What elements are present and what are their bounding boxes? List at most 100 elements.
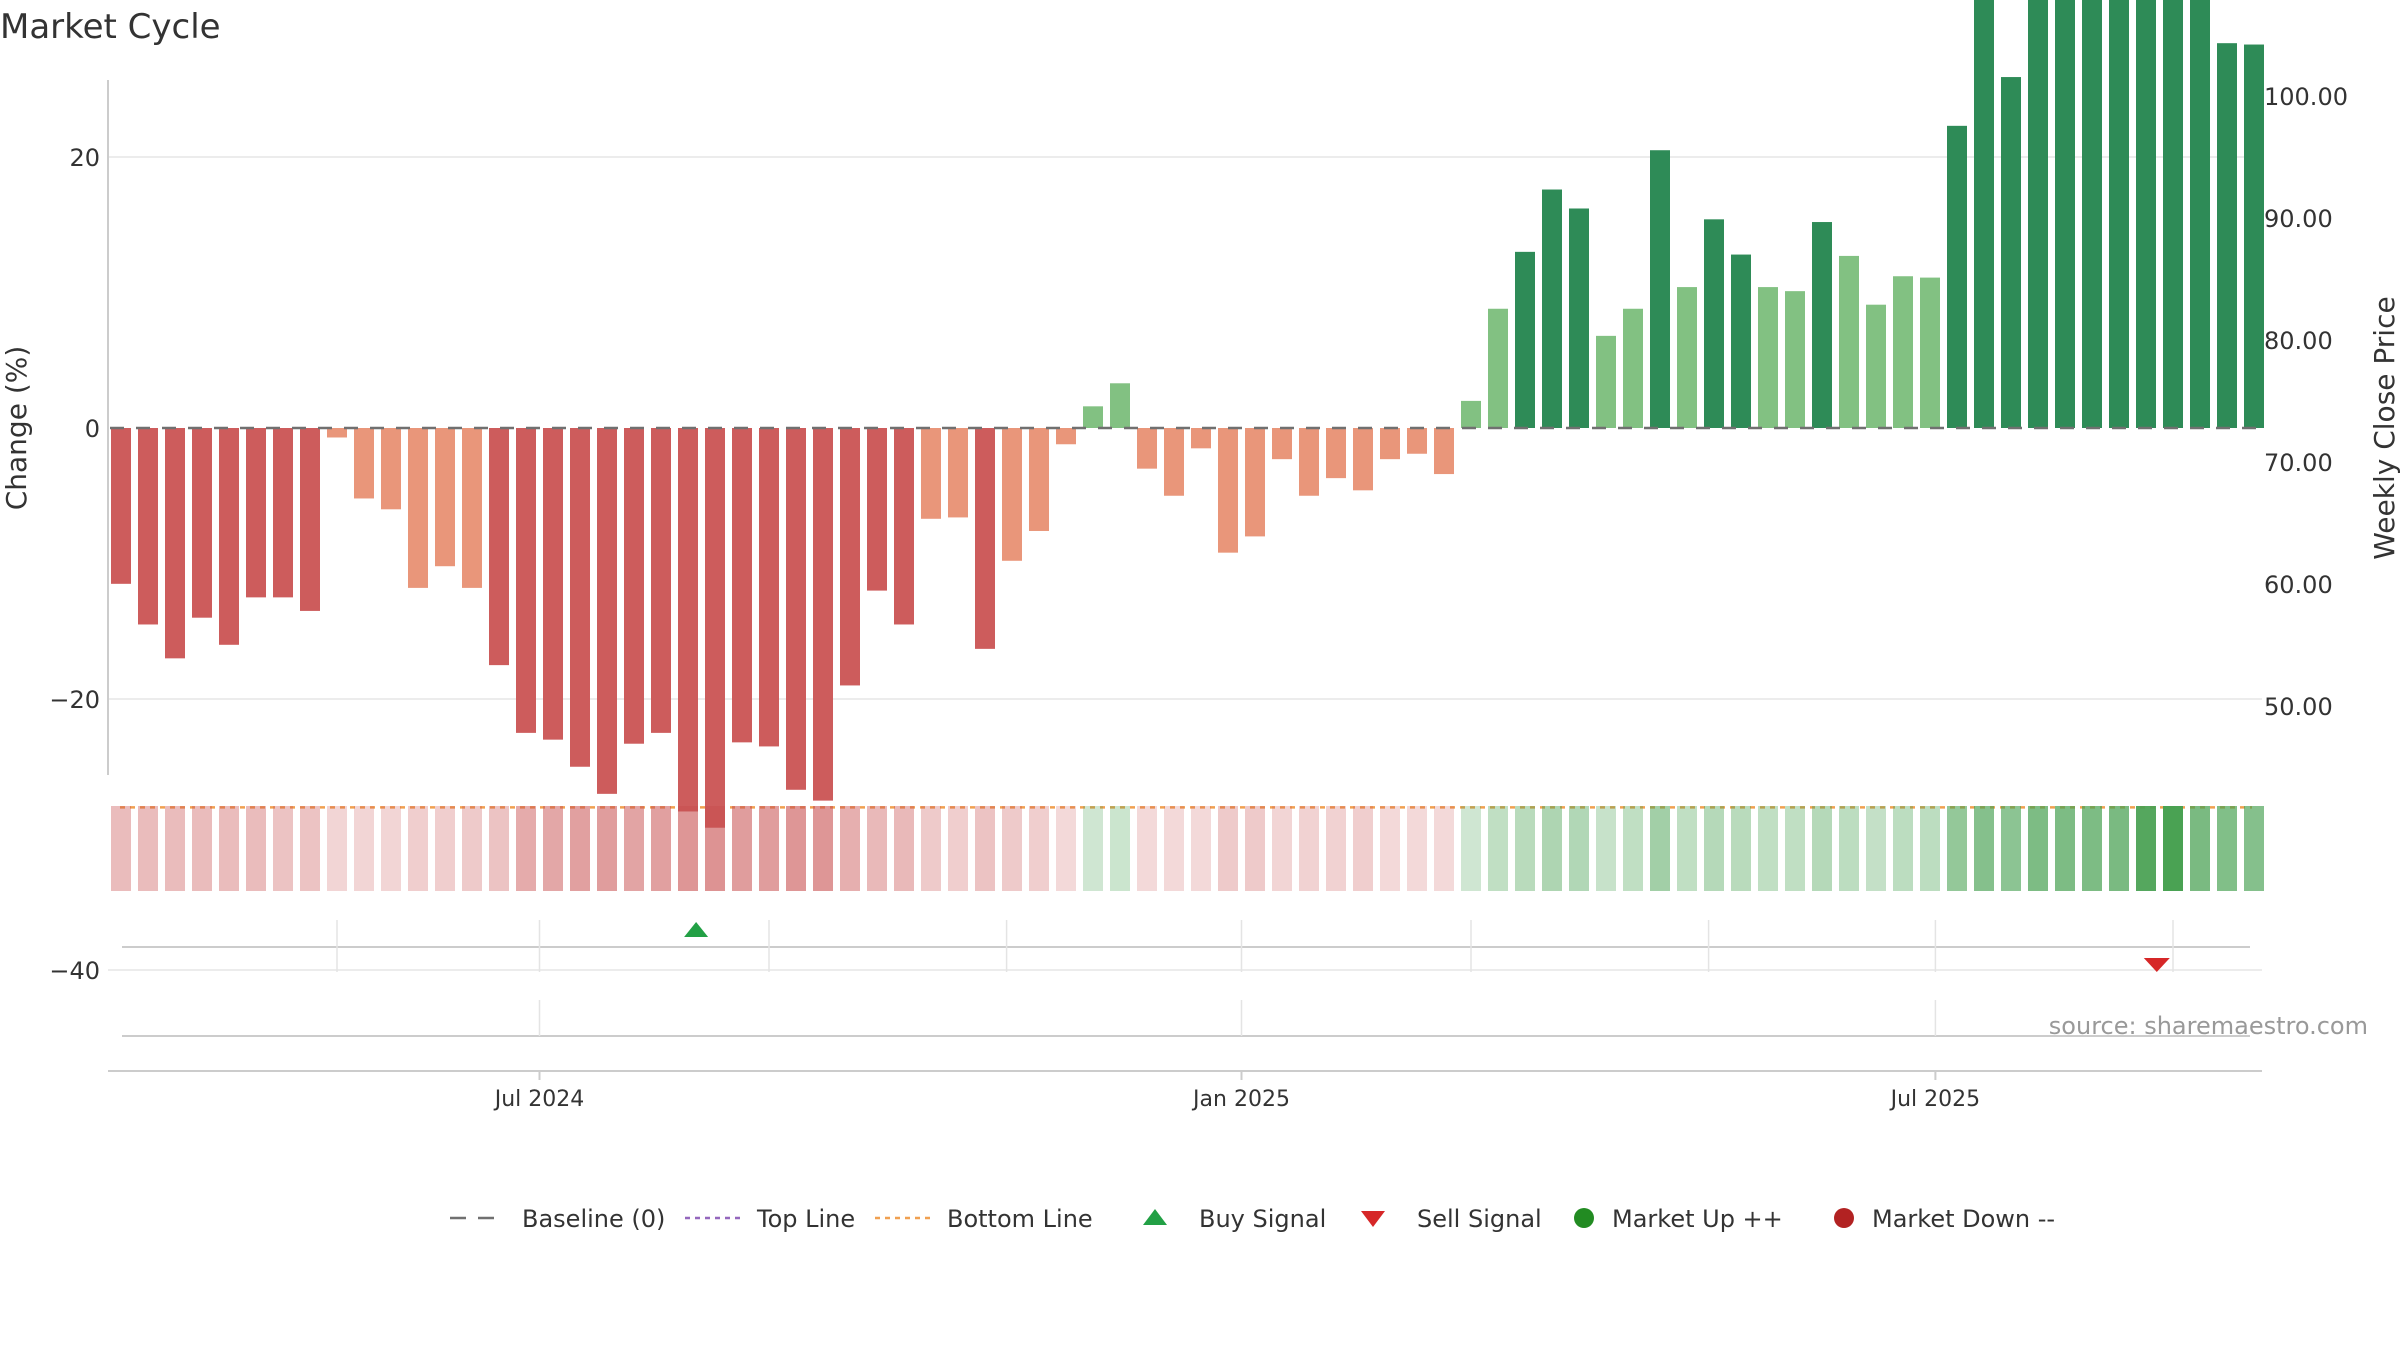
strength-cell [1029,806,1049,891]
strength-cell [1218,806,1238,891]
strength-cell [1191,806,1211,891]
legend-label: Market Down -- [1872,1205,2055,1233]
y2-tick-label: 80.00 [2264,327,2333,355]
bar [705,428,725,828]
bar [1893,276,1913,428]
bar [678,428,698,812]
bar [975,428,995,649]
strength-cell [1056,806,1076,891]
strength-cell [1569,806,1589,891]
strength-cell [354,806,374,891]
strength-cell [1758,806,1778,891]
strength-cell [1839,806,1859,891]
bar [1947,125,1967,429]
y-tick-label: 0 [85,415,100,443]
strength-cell [1002,806,1022,891]
strength-cell [813,806,833,891]
strength-cell [1326,806,1346,891]
strength-cell [1920,806,1940,891]
legend-label: Bottom Line [947,1205,1093,1233]
strength-cell [1785,806,1805,891]
bar [1056,428,1076,445]
y-tick-label: −40 [49,957,100,985]
strength-cell [1893,806,1913,891]
bar [1191,428,1211,449]
bar [489,428,509,666]
strength-cell [867,806,887,891]
legend-swatch-circle [1574,1208,1594,1228]
strength-cell [786,806,806,891]
legend-label: Market Up ++ [1612,1205,1783,1233]
strength-cell [570,806,590,891]
strength-cell [1434,806,1454,891]
bar [1110,383,1130,428]
bar [165,428,185,659]
bar [894,428,914,625]
strength-cell [192,806,212,891]
bar [2163,0,2183,428]
strength-cell [2001,806,2021,891]
bar [2001,77,2021,429]
y2-tick-label: 60.00 [2264,571,2333,599]
strength-cell [1704,806,1724,891]
x-tick-label: Jul 2024 [493,1087,585,1112]
chart-title: Market Cycle [0,7,221,47]
strength-cell [921,806,941,891]
strength-cell [1137,806,1157,891]
bar [1029,428,1049,531]
strength-cell [1299,806,1319,891]
bar [1326,428,1346,479]
strength-cell [1596,806,1616,891]
bar [2028,0,2048,429]
strength-cell [435,806,455,891]
bar [2136,0,2156,429]
strength-cell [1974,806,1994,891]
bar [651,428,671,733]
bar [759,428,779,747]
y2-tick-label: 100.00 [2264,83,2348,111]
bar [1245,428,1265,537]
strength-cell [2055,806,2075,891]
bar [1515,251,1535,428]
strength-cell [705,806,725,891]
bar [2244,44,2264,428]
strength-cell [651,806,671,891]
strength-cell [1164,806,1184,891]
bar [1677,287,1697,428]
legend-label: Baseline (0) [522,1205,665,1233]
legend-label: Sell Signal [1417,1205,1542,1233]
sell-signal-marker [2143,958,2170,972]
bar [1353,428,1373,491]
strength-cell [408,806,428,891]
source-text: source: sharemaestro.com [2049,1012,2368,1040]
bar [1758,287,1778,428]
bar [1542,189,1562,428]
bar [327,428,347,438]
strength-cell [2190,806,2210,891]
bar [1839,255,1859,428]
bar [2055,0,2075,428]
strength-cell [1650,806,1670,891]
strength-cell [2136,806,2156,891]
bar [786,428,806,790]
strength-cell [2163,806,2183,891]
y2-tick-label: 50.00 [2264,693,2333,721]
legend-label: Top Line [756,1205,855,1233]
bar [1704,219,1724,428]
strength-cell [1083,806,1103,891]
bar [192,428,212,618]
y2-tick-label: 90.00 [2264,205,2333,233]
strength-cell [1515,806,1535,891]
bar [597,428,617,794]
bar [1002,428,1022,561]
bar [408,428,428,588]
strength-cell [1461,806,1481,891]
bar [948,428,968,518]
bar [462,428,482,588]
strength-cell [1488,806,1508,891]
y2-axis-label: Weekly Close Price [2368,296,2400,559]
bar [1974,0,1994,428]
strength-cell [597,806,617,891]
bar [867,428,887,591]
bar [543,428,563,740]
